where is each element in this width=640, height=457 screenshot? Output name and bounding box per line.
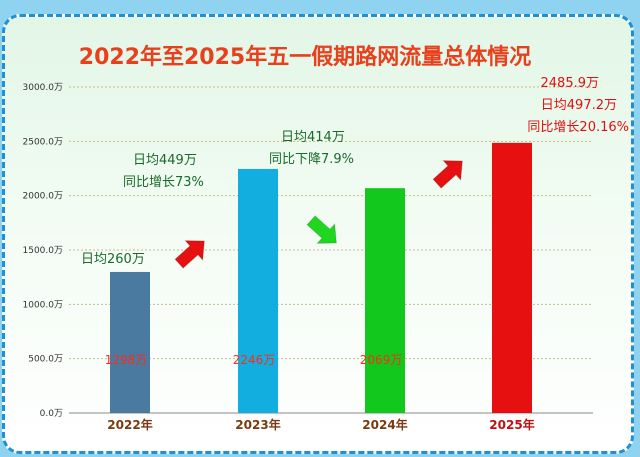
arrow-down-trend-icon-shape <box>306 215 337 244</box>
x-tick-label: 2024年 <box>362 417 407 432</box>
y-tick-label: 0.0万 <box>40 409 63 419</box>
x-tick-label: 2025年 <box>489 417 534 432</box>
annotation-2024-daily: 日均414万 <box>281 130 345 145</box>
annotation-2025-daily: 日均497.2万 <box>540 98 617 113</box>
annotation-2025: 2485.9万 日均497.2万 同比增长20.16% <box>527 73 629 139</box>
bar-2023年 <box>238 168 278 413</box>
arrow-down-trend-icon <box>306 215 337 244</box>
annotation-2023-yoy: 同比增长73% <box>123 175 204 190</box>
y-tick-label: 3000.0万 <box>23 83 64 93</box>
arrow-up-trend-icon <box>432 160 463 189</box>
annotation-2024-yoy: 同比下降7.9% <box>269 152 355 167</box>
bar-2022年 <box>110 271 150 413</box>
annotation-2023: 日均449万 同比增长73% <box>123 150 204 194</box>
chart-title: 2022年至2025年五一假期路网流量总体情况 <box>78 45 532 70</box>
bar-chart-plot: 0.0万 500.0万 1000.0万 1500.0万 2000.0万 2500.0万 30… <box>23 83 593 432</box>
chart-card: 2022年至2025年五一假期路网流量总体情况 0.0万 500.0万 1000.0… <box>2 14 634 454</box>
bar-value-label: 2246万 <box>233 353 276 367</box>
annotation-2025-yoy: 同比增长20.16% <box>527 120 629 135</box>
y-tick-label: 2500.0万 <box>23 137 64 147</box>
y-tick-label: 2000.0万 <box>23 192 64 202</box>
annotation-2025-total: 2485.9万 <box>540 76 600 91</box>
y-tick-label: 500.0万 <box>28 355 63 365</box>
bar-2024年 <box>365 188 405 413</box>
annotation-2023-daily: 日均449万 <box>133 153 197 168</box>
y-tick-label: 1000.0万 <box>23 300 64 310</box>
x-tick-label: 2023年 <box>235 417 280 432</box>
y-tick-label: 1500.0万 <box>23 246 64 256</box>
annotation-2022-daily: 日均260万 <box>81 252 145 267</box>
bar-2025年 <box>492 142 532 413</box>
arrow-up-trend-icon-shape <box>174 240 205 269</box>
annotation-2024: 日均414万 同比下降7.9% <box>269 127 354 171</box>
arrow-up-trend-icon-shape <box>432 160 463 189</box>
annotation-2022: 日均260万 <box>81 249 145 271</box>
bar-value-label: 2069万 <box>360 353 403 367</box>
bar-value-label: 1298万 <box>105 353 148 367</box>
arrow-up-trend-icon <box>174 240 205 269</box>
x-tick-label: 2022年 <box>107 417 152 432</box>
